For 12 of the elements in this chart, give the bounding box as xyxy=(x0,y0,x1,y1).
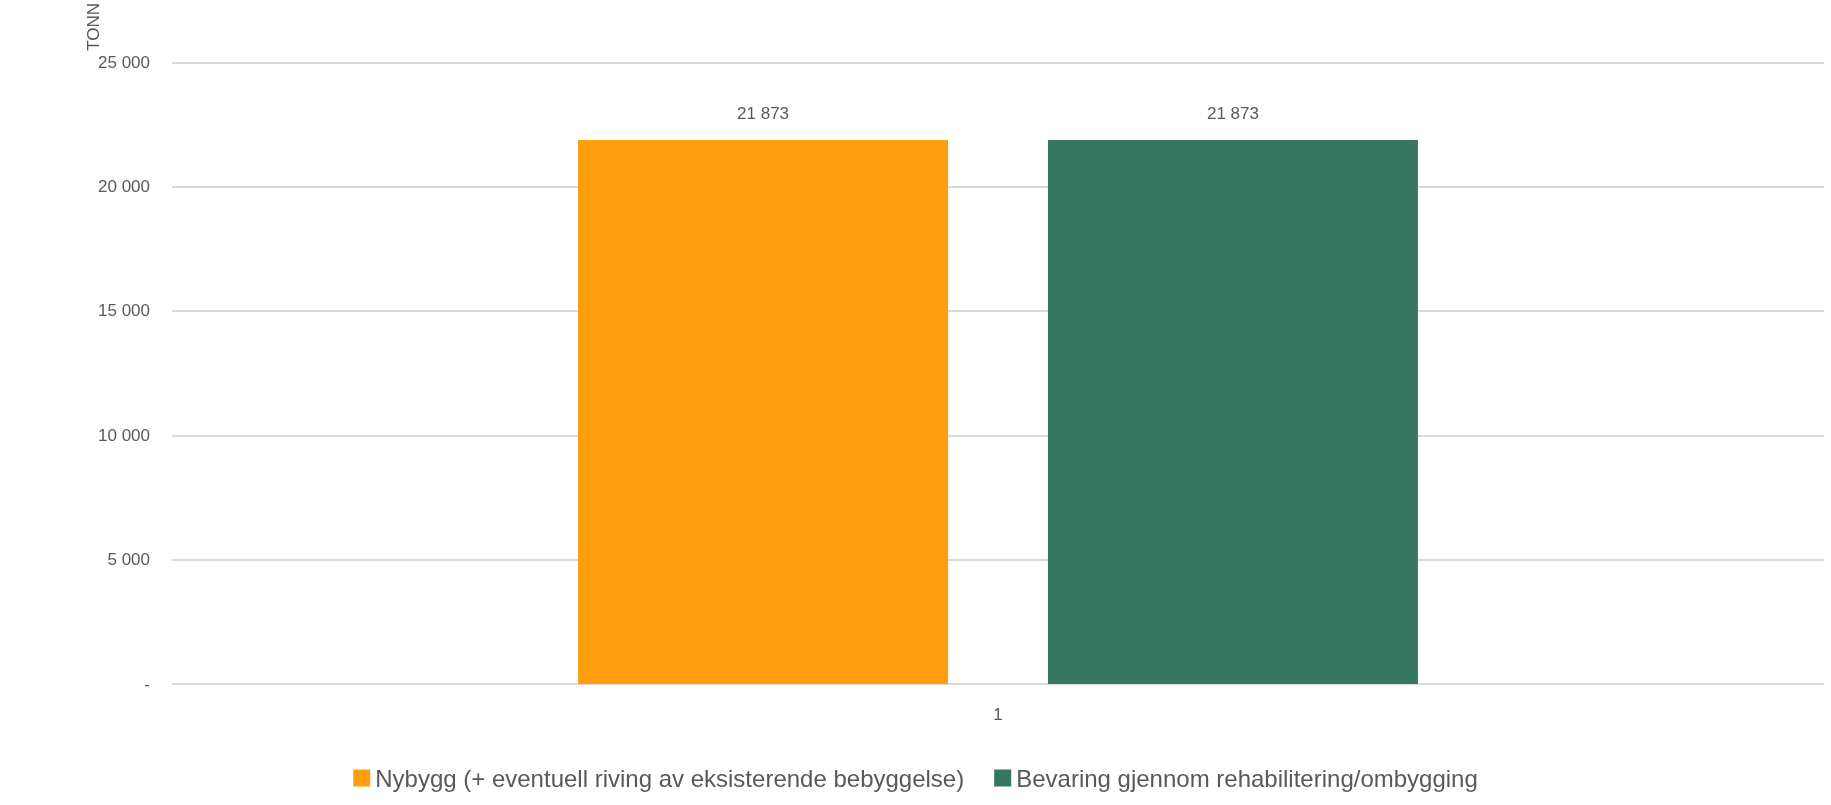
data-label: 21 873 xyxy=(737,104,790,124)
y-tick-label: 10 000 xyxy=(98,425,150,445)
legend-label: Bevaring gjennom rehabilitering/ombygging xyxy=(1016,764,1478,792)
y-tick-label: - xyxy=(144,674,150,694)
y-tick-label: 15 000 xyxy=(98,301,150,321)
y-tick-label: 25 000 xyxy=(98,52,150,72)
x-tick-label: 1 xyxy=(993,705,1003,724)
y-axis-title: TONN xyxy=(84,3,103,51)
data-label: 21 873 xyxy=(1206,104,1259,124)
y-tick-label: 20 000 xyxy=(98,177,150,197)
legend-label: Nybygg (+ eventuell riving av eksisterende bebyggelse) xyxy=(375,764,965,792)
y-tick-label: 5 000 xyxy=(107,550,150,570)
